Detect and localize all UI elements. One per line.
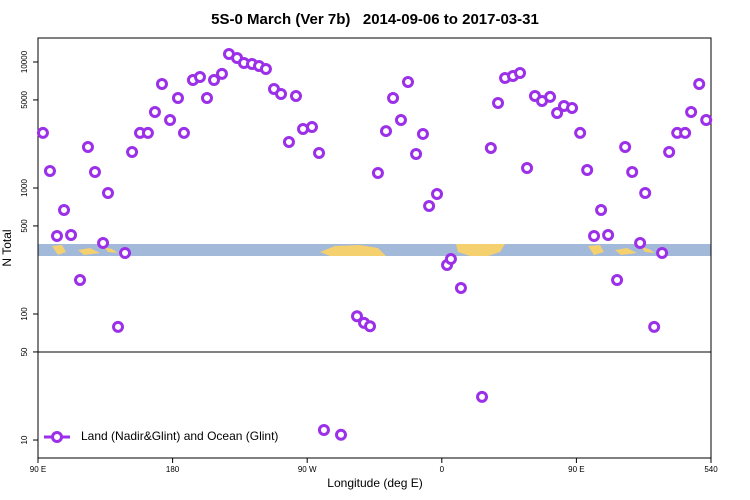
point [74,274,87,287]
point [164,113,177,126]
point [611,274,624,287]
point [155,77,168,90]
x-tick-label: 0 [440,465,445,474]
point [595,203,608,216]
point [639,186,652,199]
point [634,237,647,250]
land [588,245,666,255]
y-axis-label: N Total [0,229,14,266]
x-tick-label: 180 [166,465,180,474]
point [81,141,94,154]
point [171,91,184,104]
point [416,127,429,140]
point [566,101,579,114]
point [50,229,63,242]
chart-title: 5S-0 March (Ver 7b) 2014-09-06 to 2017-0… [211,11,539,28]
point [588,229,601,242]
legend-swatch-marker [51,431,63,443]
point [141,126,154,139]
point [444,253,457,266]
point [275,88,288,101]
point [574,126,587,139]
point [148,105,161,118]
point [380,125,393,138]
point [88,165,101,178]
x-tick-label: 90 W [298,465,317,474]
y-tick-label: 10000 [20,50,29,73]
point [663,145,676,158]
point [431,188,444,201]
point [619,141,632,154]
point [112,320,125,333]
point [58,203,71,216]
point [626,165,639,178]
y-tick-label: 10 [20,435,29,444]
plot-frame [37,37,712,459]
point [289,90,302,103]
point [313,146,326,159]
y-tick-label: 100 [20,307,29,321]
point [364,320,377,333]
point [454,281,467,294]
point [492,96,505,109]
point [693,77,706,90]
point [317,424,330,437]
point [305,120,318,133]
point [423,199,436,212]
point [700,113,713,126]
y-tick-label: 50 [20,347,29,356]
y-tick-label: 5000 [20,90,29,108]
x-tick-label: 90 E [568,465,584,474]
land [52,245,130,255]
point [551,107,564,120]
point [544,90,557,103]
point [484,142,497,155]
point [410,147,423,160]
y-tick-label: 500 [20,219,29,233]
point [259,63,272,76]
point [656,246,669,259]
point [208,74,221,87]
point [177,126,190,139]
point [282,136,295,149]
y-tick-label: 1000 [20,179,29,197]
x-tick-label: 90 E [30,465,46,474]
x-tick-label: 540 [704,465,718,474]
point [602,228,615,241]
point [685,105,698,118]
point [193,71,206,84]
point [581,163,594,176]
point [394,113,407,126]
x-axis-label: Longitude (deg E) [327,476,422,490]
point [514,66,527,79]
point [43,164,56,177]
point [36,126,49,139]
land [456,244,505,256]
point [371,167,384,180]
land [320,245,386,256]
map-strip [38,244,711,256]
point [126,145,139,158]
point [97,237,110,250]
point [402,75,415,88]
point [215,67,228,80]
point [387,91,400,104]
point [351,310,364,323]
point [648,320,661,333]
point [119,246,132,259]
point [65,228,78,241]
legend-label: Land (Nadir&Glint) and Ocean (Glint) [81,429,278,443]
point [334,428,347,441]
point [679,126,692,139]
point [101,186,114,199]
point [521,161,534,174]
point [200,91,213,104]
point [476,390,489,403]
